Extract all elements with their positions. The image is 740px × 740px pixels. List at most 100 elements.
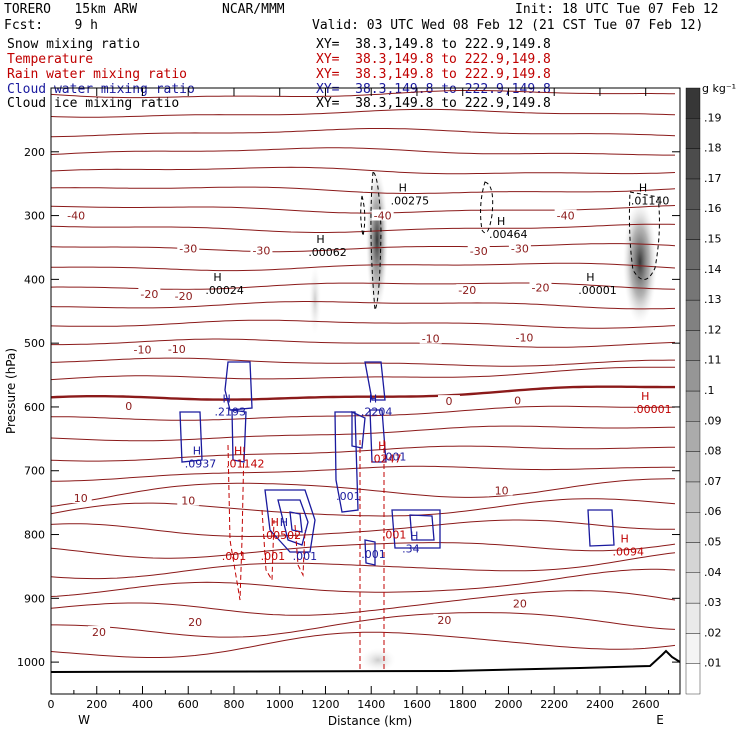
- cloud-water-contour-east2: [409, 514, 435, 541]
- temperature-label: -40: [374, 209, 392, 222]
- field-xy-rain: XY= 38.3,149.8 to 222.9,149.8: [316, 67, 551, 82]
- label-bg: [69, 492, 92, 504]
- field-name-cloud-ice: Cloud ice mixing ratio: [7, 96, 180, 111]
- label-bg: [419, 332, 442, 344]
- colorbar-label: .13: [704, 293, 722, 306]
- x-axis-label: Distance (km): [328, 714, 412, 728]
- east-end-label: E: [656, 713, 664, 727]
- colorbar-segment: [685, 269, 701, 301]
- label-bg: [437, 395, 460, 407]
- colorbar-label: .15: [704, 233, 722, 246]
- x-tick-label: 800: [223, 698, 244, 711]
- isotherm: [51, 90, 676, 99]
- isotherm: [51, 186, 676, 194]
- mixing-ratio-contours: [179, 171, 660, 670]
- extremum-value: .34: [402, 543, 420, 556]
- colorbar-label: .05: [704, 536, 722, 549]
- colorbar: g kg⁻¹ .01 .02 .03 .04 .05 .06 .07 .08 .09 .1 .11.…: [685, 82, 736, 695]
- contour-value-labels: .001 .001 .001 .001 .001 .001 .001: [222, 451, 407, 564]
- init-time: Init: 18 UTC Tue 07 Feb 12: [515, 2, 719, 17]
- snow-maximum-shading-east: [623, 200, 657, 324]
- contour-value-label: .001: [382, 451, 407, 464]
- isotherm: [51, 243, 676, 253]
- cloud-water-contour-west6: [289, 511, 303, 533]
- isotherm: [51, 445, 675, 462]
- field-xy-temperature: XY= 38.3,149.8 to 222.9,149.8: [316, 52, 551, 67]
- temperature-label: -30: [252, 245, 270, 258]
- temperature-label: -10: [134, 343, 152, 356]
- colorbar-segment: [685, 542, 701, 573]
- label-bg: [184, 615, 207, 627]
- x-tick-label: 2000: [494, 698, 522, 711]
- isotherm: [51, 357, 675, 367]
- extremum-marker: H: [213, 271, 221, 284]
- extremum-marker: H: [399, 181, 407, 194]
- field-name-rain: Rain water mixing ratio: [7, 67, 188, 82]
- extremum-value: .2204: [361, 405, 393, 418]
- isotherm: [51, 498, 676, 517]
- colorbar-label: .12: [704, 323, 722, 336]
- y-tick-label: 300: [24, 210, 45, 223]
- extremum-marker: H: [639, 181, 647, 194]
- label-bg: [165, 342, 188, 354]
- y-tick-label: 900: [24, 592, 45, 605]
- label-bg: [250, 244, 273, 256]
- colorbar-segment: [685, 208, 701, 240]
- rain-water-contour-west1: [227, 444, 245, 601]
- isotherm: [51, 301, 676, 310]
- isotherm: [51, 568, 676, 597]
- field-xy-snow: XY= 38.3,149.8 to 222.9,149.8: [316, 37, 551, 52]
- field-name-temperature: Temperature: [7, 52, 94, 67]
- y-tick-label: 700: [24, 465, 45, 478]
- field-xy-cloud-ice: XY= 38.3,149.8 to 222.9,149.8: [316, 96, 551, 111]
- x-tick-label: 1000: [266, 698, 294, 711]
- cloud-water-contour-west1: [224, 361, 253, 411]
- isotherm: [51, 223, 676, 233]
- label-bg: [490, 484, 513, 496]
- colorbar-label: .07: [704, 475, 722, 488]
- colorbar-label: .03: [704, 596, 722, 609]
- temperature-label: -30: [511, 243, 529, 256]
- colorbar-segment: [685, 178, 701, 210]
- temperature-label: 10: [74, 492, 88, 505]
- colorbar-label: .17: [704, 172, 722, 185]
- y-tick-label: 500: [24, 337, 45, 350]
- temperature-label: -30: [470, 245, 488, 258]
- isotherm: [51, 338, 676, 348]
- cloud-water-contour-west3: [231, 409, 247, 463]
- label-bg: [131, 343, 154, 355]
- field-name-cloud-water: Cloud water mixing ratio: [7, 82, 195, 97]
- isotherm: [51, 552, 676, 580]
- cloud-water-contour-small: [364, 539, 376, 566]
- colorbar-label: .01: [704, 657, 722, 670]
- plot-frame: [50, 87, 681, 695]
- forecast-hour: Fcst: 9 h: [4, 18, 98, 33]
- y-axis-label: Pressure (hPa): [4, 348, 18, 434]
- colorbar-segment: [685, 512, 701, 543]
- contour-value-label: .001: [361, 548, 386, 561]
- label-bg: [433, 613, 456, 625]
- temperature-label: -20: [175, 290, 193, 303]
- extremum-value: .01142: [226, 458, 265, 471]
- temperature-labels: -40 -40 -40 -30 -30 -30 -30 -20 -20 -20 -20 -10 -10 -…: [65, 209, 577, 639]
- temperature-label: 0: [514, 394, 521, 407]
- colorbar-segment: [685, 390, 701, 422]
- colorbar-label: .08: [704, 445, 722, 458]
- y-tick-label: 800: [24, 529, 45, 542]
- label-bg: [371, 209, 394, 221]
- extremum-marker: H: [378, 440, 386, 453]
- x-tick-label: 1200: [311, 698, 339, 711]
- cloud-water-contour-east1: [391, 509, 441, 549]
- extremum-marker: H: [271, 516, 279, 529]
- extremum-marker: H: [586, 271, 594, 284]
- contour-value-label: .001: [261, 550, 286, 563]
- extremum-marker: H: [497, 215, 505, 228]
- label-bg: [65, 209, 88, 221]
- cloud-water-contour-center4: [351, 410, 366, 449]
- label-bg: [177, 494, 200, 506]
- contour-value-label: .001: [382, 528, 407, 541]
- colorbar-label: .1: [704, 384, 715, 397]
- temperature-label: 0: [445, 395, 452, 408]
- colorbar-label: .04: [704, 566, 722, 579]
- snow-maximum-shading-center: [366, 168, 388, 312]
